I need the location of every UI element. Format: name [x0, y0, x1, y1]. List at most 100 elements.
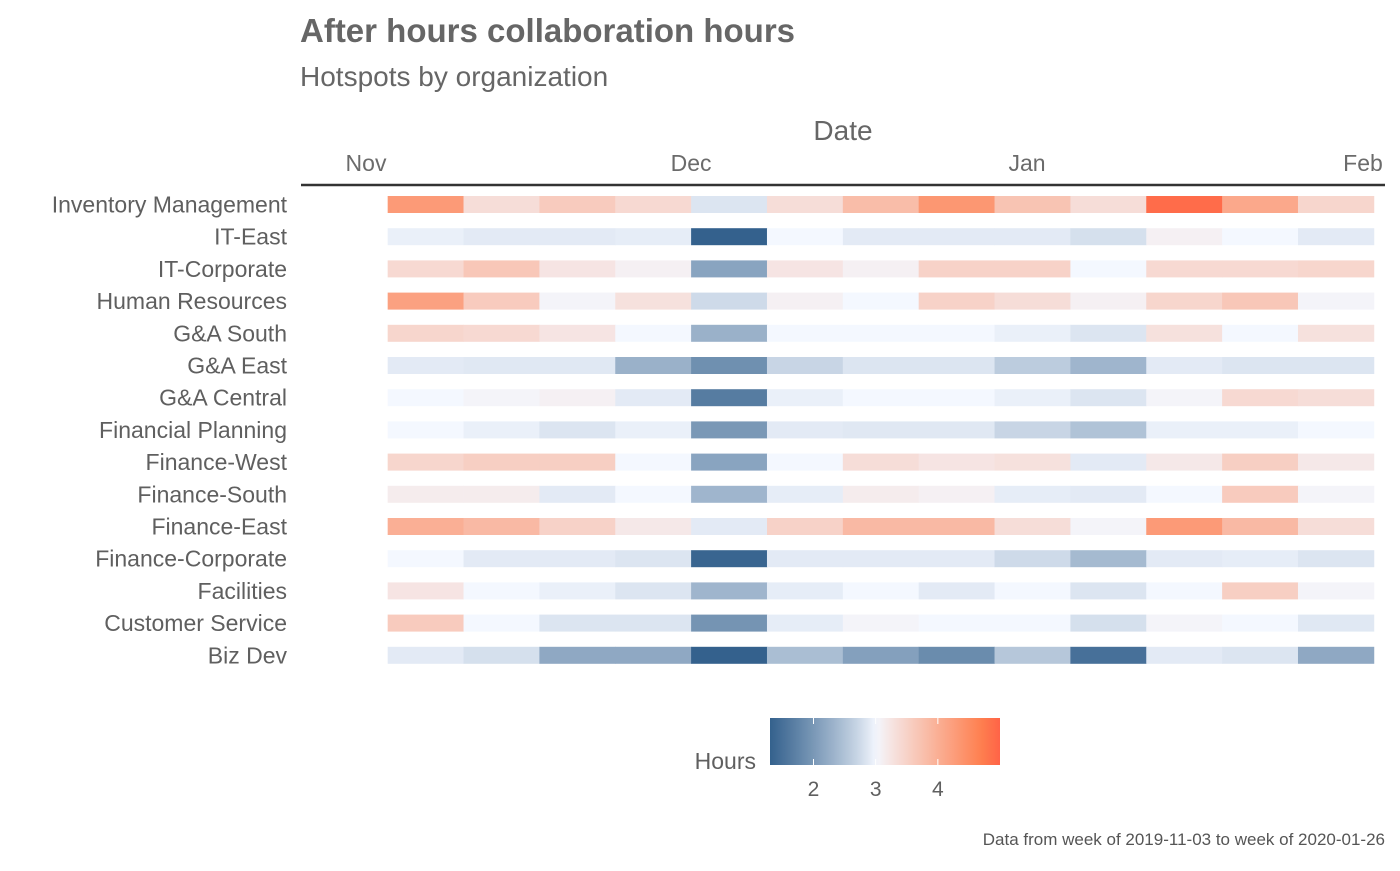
heatmap-cell — [766, 453, 844, 471]
heatmap-cell — [463, 292, 540, 310]
heatmap-cell — [766, 324, 844, 342]
heatmap-cell — [842, 260, 920, 278]
heatmap-cell — [691, 421, 768, 439]
heatmap-cell — [1070, 646, 1147, 664]
heatmap-cell — [1070, 518, 1147, 535]
heatmap-cell — [1146, 646, 1223, 664]
heatmap-cell — [615, 550, 692, 568]
heatmap-cell — [463, 196, 540, 213]
heatmap-cell — [1297, 260, 1375, 278]
heatmap-cell — [1070, 389, 1147, 407]
heatmap-cell — [918, 292, 995, 310]
heatmap-cell — [1297, 196, 1375, 213]
heatmap-cell — [539, 228, 616, 246]
heatmap-cell — [539, 357, 616, 374]
heatmap-cell — [766, 421, 844, 439]
heatmap-cell — [1146, 357, 1223, 374]
heatmap-cell — [387, 260, 464, 278]
heatmap-cell — [766, 292, 844, 310]
y-tick-label: Customer Service — [104, 610, 287, 636]
heatmap-cell — [994, 260, 1071, 278]
heatmap-cell — [1146, 260, 1223, 278]
y-tick-label: G&A East — [187, 353, 287, 379]
heatmap-cell — [691, 453, 768, 471]
heatmap-cell — [1297, 582, 1375, 600]
legend-ticks: 2 3 4 — [808, 718, 944, 801]
heatmap-cell — [918, 582, 995, 600]
heatmap-cell — [615, 260, 692, 278]
heatmap-cell — [539, 614, 616, 632]
x-tick-label-nov: Nov — [346, 150, 387, 176]
heatmap-cell — [1070, 357, 1147, 374]
heatmap-cell — [766, 518, 844, 535]
heatmap-cell — [387, 228, 464, 246]
heatmap-cell — [539, 389, 616, 407]
heatmap-cell — [842, 485, 920, 503]
heatmap-cell — [615, 421, 692, 439]
heatmap-cell — [918, 324, 995, 342]
heatmap-cell — [994, 614, 1071, 632]
heatmap-cell — [463, 582, 540, 600]
heatmap-cell — [1146, 324, 1223, 342]
heatmap-cell — [842, 357, 920, 374]
heatmap-cell — [539, 550, 616, 568]
heatmap-cell — [615, 485, 692, 503]
legend-tick-label: 2 — [808, 778, 820, 801]
heatmap-cell — [1070, 614, 1147, 632]
heatmap-cells — [387, 196, 1375, 664]
heatmap-cell — [842, 453, 920, 471]
heatmap-cell — [1146, 389, 1223, 407]
heatmap-cell — [387, 292, 464, 310]
heatmap-cell — [842, 196, 920, 213]
heatmap-cell — [387, 485, 464, 503]
heatmap-cell — [994, 389, 1071, 407]
x-tick-labels: Nov Dec Jan Feb — [346, 150, 1383, 176]
heatmap-cell — [539, 324, 616, 342]
y-tick-label: Human Resources — [97, 288, 287, 314]
heatmap-cell — [842, 518, 920, 535]
heatmap-cell — [387, 646, 464, 664]
heatmap-cell — [842, 550, 920, 568]
heatmap-cell — [615, 582, 692, 600]
x-axis-title: Date — [813, 115, 872, 146]
heatmap-cell — [1222, 260, 1299, 278]
y-tick-label: IT-East — [214, 224, 287, 250]
heatmap-cell — [918, 228, 995, 246]
y-tick-labels: Inventory Management IT-East IT-Corporate H… — [52, 192, 288, 669]
heatmap-cell — [1297, 228, 1375, 246]
heatmap-cell — [766, 550, 844, 568]
heatmap-cell — [994, 324, 1071, 342]
heatmap-cell — [1070, 421, 1147, 439]
heatmap-cell — [1297, 485, 1375, 503]
heatmap-cell — [1146, 292, 1223, 310]
heatmap-cell — [918, 550, 995, 568]
heatmap-cell — [1297, 421, 1375, 439]
heatmap-cell — [387, 196, 464, 213]
heatmap-cell — [615, 228, 692, 246]
heatmap-cell — [766, 582, 844, 600]
heatmap-cell — [842, 582, 920, 600]
heatmap-cell — [842, 389, 920, 407]
heatmap-cell — [766, 485, 844, 503]
heatmap-cell — [994, 550, 1071, 568]
legend-tick-label: 4 — [932, 778, 944, 801]
heatmap-cell — [463, 485, 540, 503]
heatmap-cell — [1222, 292, 1299, 310]
heatmap-cell — [766, 260, 844, 278]
y-tick-label: Finance-South — [137, 481, 287, 507]
heatmap-cell — [1070, 582, 1147, 600]
heatmap-cell — [918, 389, 995, 407]
heatmap-cell — [539, 260, 616, 278]
heatmap-cell — [463, 228, 540, 246]
y-tick-label: Finance-Corporate — [95, 546, 287, 572]
heatmap-cell — [387, 324, 464, 342]
legend-tick-label: 3 — [870, 778, 882, 801]
heatmap-cell — [1297, 614, 1375, 632]
heatmap-cell — [615, 453, 692, 471]
heatmap-cell — [1222, 614, 1299, 632]
heatmap-cell — [691, 550, 768, 568]
heatmap-cell — [842, 324, 920, 342]
heatmap-cell — [1070, 228, 1147, 246]
